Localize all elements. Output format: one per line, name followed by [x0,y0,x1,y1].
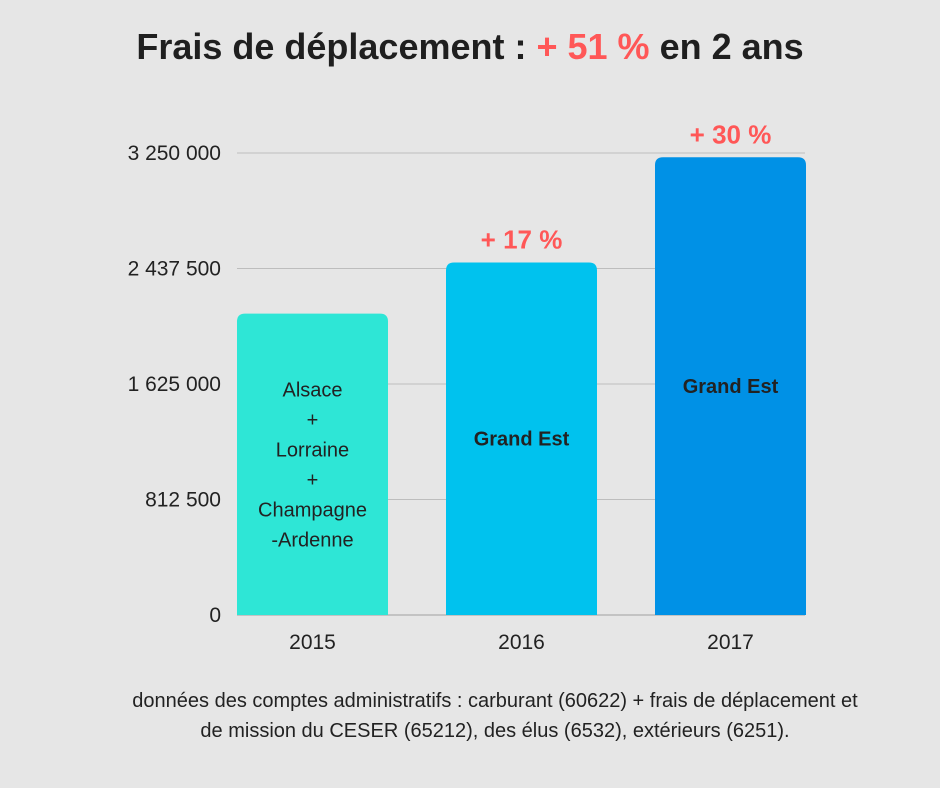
growth-annotation: + 30 % [690,119,772,149]
x-tick-label: 2015 [289,631,336,654]
title-highlight: + 51 % [536,26,650,67]
title-text: Frais de déplacement : [136,26,537,67]
y-tick-label: 812 500 [145,489,221,512]
bar-label: + [307,409,319,431]
bar-label: Champagne [258,499,367,521]
x-tick-label: 2017 [707,631,754,654]
bar-2016 [446,262,597,615]
note-line-2: de mission du CESER (65212), des élus (6… [200,720,790,742]
note-line-1: données des comptes administratifs : car… [132,690,858,712]
bar-label: Lorraine [276,439,349,461]
bar-label: Alsace [282,379,342,401]
chart-title: Frais de déplacement : + 51 % en 2 ans [0,26,940,68]
title-text-end: en 2 ans [649,26,804,67]
y-tick-label: 0 [209,604,221,627]
source-note: données des comptes administratifs : car… [60,686,930,746]
y-tick-label: 2 437 500 [128,258,221,281]
y-tick-label: 3 250 000 [128,142,221,165]
y-tick-label: 1 625 000 [128,373,221,396]
bar-label: + [307,469,319,491]
bar-label: Grand Est [683,376,779,398]
bar-label: -Ardenne [271,529,353,551]
growth-annotation: + 17 % [481,224,563,254]
x-tick-label: 2016 [498,631,545,654]
bar-2017 [655,157,806,615]
bar-2015 [237,313,388,615]
bar-label: Grand Est [474,429,570,451]
